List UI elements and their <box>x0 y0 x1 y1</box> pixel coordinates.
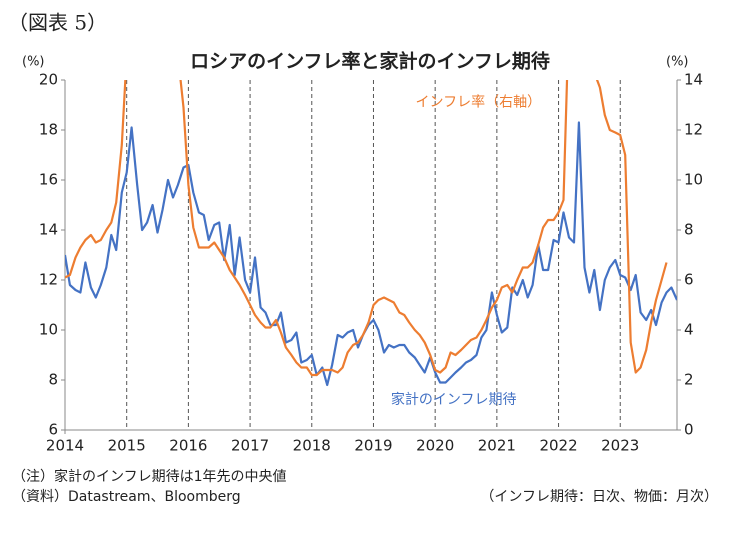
y2-tick-label: 0 <box>684 421 694 439</box>
y2-tick-label: 14 <box>684 71 703 89</box>
x-tick-label: 2022 <box>539 437 577 455</box>
plot <box>65 80 677 387</box>
y-tick-label: 18 <box>39 121 58 139</box>
series-line <box>65 121 677 387</box>
x-tick-label: 2021 <box>478 437 516 455</box>
y-tick-label: 10 <box>39 321 58 339</box>
note: （注）家計のインフレ期待は1年先の中央値 <box>12 468 287 485</box>
y2-unit: (%) <box>666 55 689 70</box>
x-tick-label: 2014 <box>46 437 84 455</box>
y-tick-label: 8 <box>48 371 58 389</box>
figure-label: （図表 5） <box>8 11 107 35</box>
chart-title: ロシアのインフレ率と家計のインフレ期待 <box>190 50 550 73</box>
x-tick-label: 2023 <box>601 437 639 455</box>
y-tick-label: 14 <box>39 221 58 239</box>
y2-tick-label: 2 <box>684 371 694 389</box>
x-tick-label: 2016 <box>169 437 207 455</box>
y-tick-label: 6 <box>48 421 58 439</box>
y-tick-label: 12 <box>39 271 58 289</box>
y2-tick-label: 12 <box>684 121 703 139</box>
series-line <box>65 80 668 377</box>
series-label: インフレ率（右軸） <box>416 94 542 111</box>
x-tick-label: 2019 <box>354 437 392 455</box>
y2-tick-label: 8 <box>684 221 694 239</box>
y-tick-label: 16 <box>39 171 58 189</box>
series-label: 家計のインフレ期待 <box>391 391 517 408</box>
frequency-note: （インフレ期待：日次、物価：月次） <box>480 489 718 505</box>
y-unit: (%) <box>22 55 45 70</box>
y-tick-label: 20 <box>39 71 58 89</box>
x-tick-label: 2020 <box>416 437 454 455</box>
x-tick-label: 2018 <box>293 437 331 455</box>
x-tick-label: 2015 <box>108 437 146 455</box>
y2-tick-label: 4 <box>684 321 694 339</box>
note: （資料）Datastream、Bloomberg <box>12 489 241 505</box>
y2-tick-label: 10 <box>684 171 703 189</box>
y2-tick-label: 6 <box>684 271 694 289</box>
x-tick-label: 2017 <box>231 437 269 455</box>
